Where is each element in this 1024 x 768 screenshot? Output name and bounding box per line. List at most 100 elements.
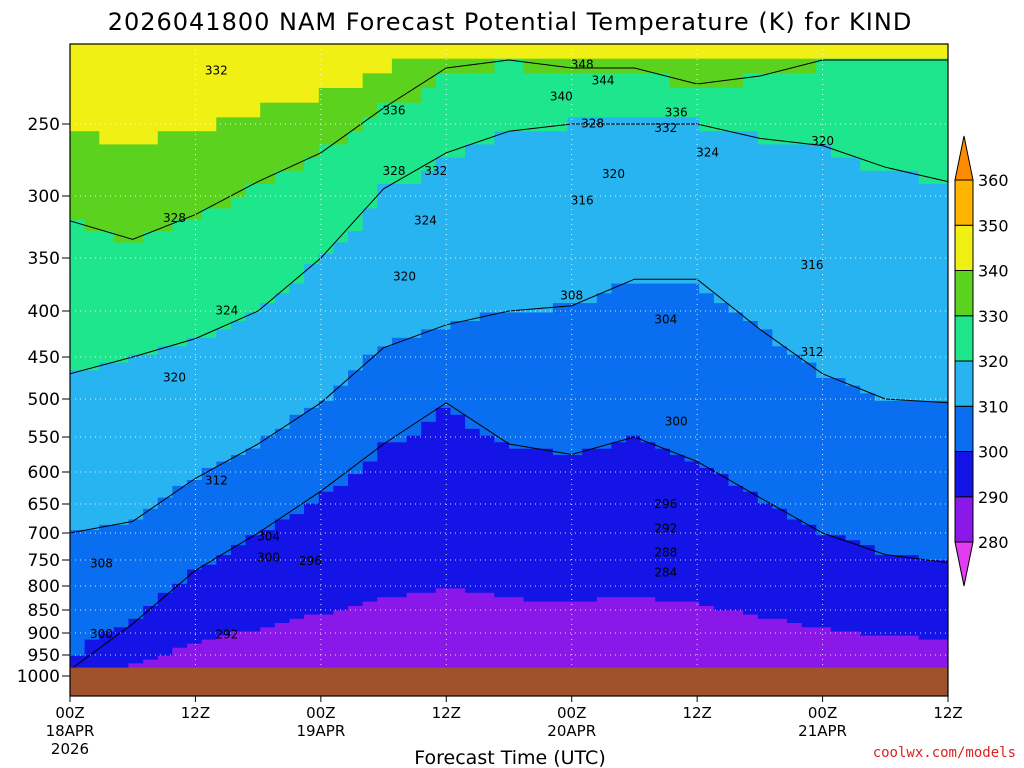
band-cell [216,651,232,657]
band-cell [684,283,700,294]
band-cell [538,579,554,585]
band-cell [231,643,247,649]
band-cell [655,550,671,556]
band-cell [567,354,583,364]
band-cell [552,337,569,347]
band-cell [567,579,583,585]
band-cell [640,564,656,571]
band-cell [99,606,115,611]
band-cell [552,442,569,450]
band-cell [274,354,291,364]
band-cell [772,88,788,104]
band-cell [523,480,539,487]
band-cell [655,414,671,423]
band-cell [684,610,700,616]
band-cell [84,569,100,575]
band-cell [713,524,730,531]
band-cell [494,524,510,531]
band-cell [187,435,203,443]
band-cell [552,362,569,371]
band-cell [143,508,159,515]
band-cell [216,303,232,314]
band-cell [172,535,188,541]
band-cell [552,131,569,145]
band-cell [713,303,730,314]
band-cell [874,385,890,394]
band-cell [172,273,188,285]
band-cell [713,601,730,607]
band-cell [757,283,773,294]
band-cell [99,461,115,469]
band-cell [670,184,686,198]
band-cell [450,303,466,314]
band-cell [362,362,378,371]
band-cell [113,514,130,520]
band-cell [318,606,334,611]
band-cell [333,184,349,198]
band-cell [421,631,437,637]
band-cell [143,497,159,505]
band-cell [655,555,671,561]
band-cell [699,467,715,475]
band-cell [465,293,481,304]
band-cell [582,131,598,145]
band-cell [260,588,276,594]
band-cell [231,639,247,645]
band-cell [245,588,261,594]
band-cell [216,378,232,387]
band-cell [421,623,437,628]
band-cell [187,414,203,423]
band-cell [84,400,100,409]
band-cell [699,606,715,611]
band-cell [655,346,671,356]
band-cell [582,303,598,314]
band-cell [830,588,847,594]
band-cell [670,393,686,402]
band-cell [860,614,876,620]
band-cell [318,560,334,566]
band-cell [596,400,612,409]
band-cell [84,242,100,255]
band-cell [157,414,173,423]
band-cell [157,545,173,551]
band-cell [421,184,437,198]
band-cell [231,627,247,633]
band-cell [435,627,451,633]
band-cell [113,312,130,322]
band-cell [289,514,305,520]
band-cell [216,283,232,294]
band-cell [684,435,700,443]
band-cell [421,519,437,526]
band-cell [728,435,744,443]
band-cell [787,655,803,661]
band-cell [333,555,349,561]
band-cell [479,461,495,469]
band-cell [509,273,525,285]
band-cell [391,442,408,450]
band-cell [670,442,686,450]
band-cell [421,663,437,668]
band-cell [874,253,890,265]
band-cell [245,329,261,339]
band-cell [435,197,451,209]
band-cell [699,448,715,456]
band-cell [465,102,481,118]
band-cell [479,643,495,649]
band-cell [816,428,832,437]
band-cell [699,497,715,505]
band-cell [757,524,773,531]
band-cell [611,157,627,172]
band-cell [289,378,305,387]
band-cell [596,264,612,275]
band-cell [465,467,481,475]
band-cell [655,208,671,221]
band-cell [552,264,569,275]
band-cell [84,370,100,379]
band-cell [509,346,525,356]
band-cell [143,219,159,232]
band-cell [655,647,671,653]
band-cell [406,337,422,347]
band-cell [99,647,115,653]
band-cell [143,102,159,118]
band-cell [216,635,232,641]
